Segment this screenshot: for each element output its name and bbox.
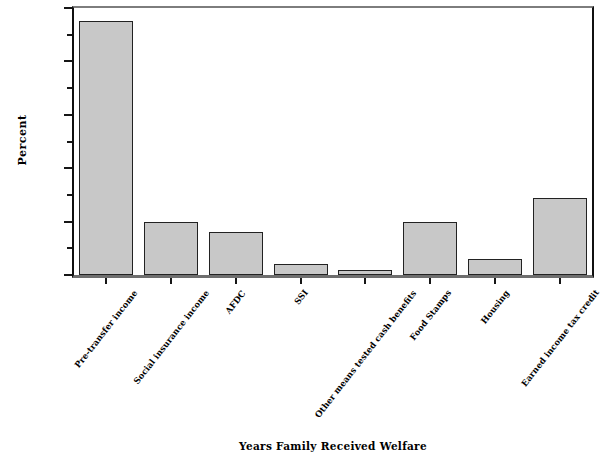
y-minor-tick [67, 247, 72, 249]
bar [468, 259, 522, 275]
bar [79, 21, 133, 275]
y-tick [64, 60, 72, 62]
bar-chart: Percent Pre-transfer incomeSocial insura… [0, 0, 612, 469]
y-tick [64, 167, 72, 169]
x-tick [105, 278, 107, 284]
x-tick [300, 278, 302, 284]
x-tick-label: Earned income tax credit [519, 288, 601, 389]
x-tick [429, 278, 431, 284]
bar [338, 270, 392, 275]
bar [209, 232, 263, 275]
y-tick [64, 274, 72, 276]
x-tick [364, 278, 366, 284]
x-tick-label: Housing [479, 288, 512, 326]
x-axis-title: Years Family Received Welfare [72, 440, 594, 452]
bar [274, 264, 328, 275]
x-tick [235, 278, 237, 284]
bar [533, 198, 587, 275]
y-tick [64, 7, 72, 9]
bar [144, 222, 198, 275]
x-tick [494, 278, 496, 284]
x-tick [170, 278, 172, 284]
y-minor-tick [67, 194, 72, 196]
y-tick [64, 221, 72, 223]
x-tick [559, 278, 561, 284]
x-tick-label: Pre-transfer income [72, 288, 139, 370]
x-tick-label: Social insurance income [131, 288, 211, 386]
x-tick-label: AFDC [223, 288, 247, 315]
y-minor-tick [67, 34, 72, 36]
x-tick-label: Other means tested cash benefits [313, 288, 419, 419]
bar [403, 222, 457, 275]
y-tick [64, 114, 72, 116]
y-minor-tick [67, 87, 72, 89]
y-axis-title: Percent [16, 114, 29, 165]
x-tick-label: SSI [292, 288, 310, 307]
y-minor-tick [67, 141, 72, 143]
